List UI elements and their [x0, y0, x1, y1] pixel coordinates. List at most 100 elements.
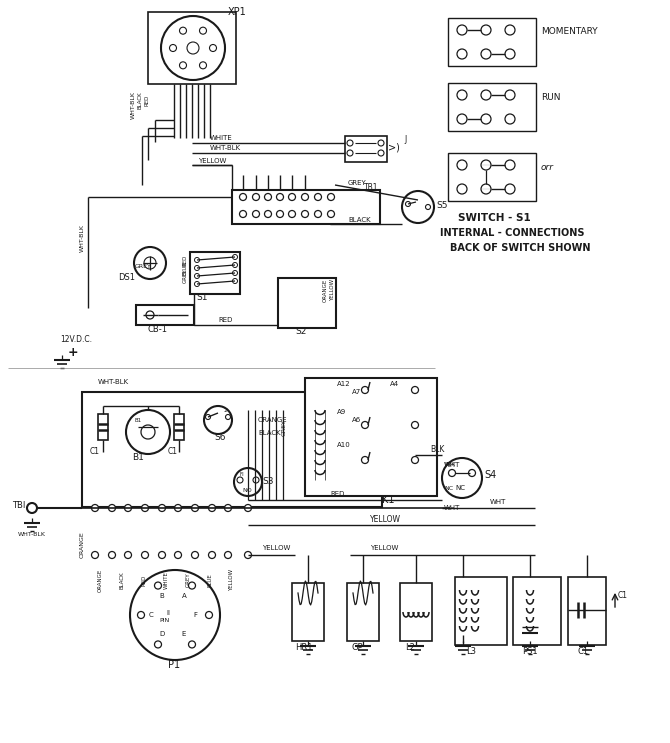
Text: B: B — [159, 593, 164, 599]
Circle shape — [302, 193, 308, 201]
Circle shape — [192, 504, 198, 511]
Circle shape — [302, 210, 308, 218]
Text: BLACK: BLACK — [348, 217, 371, 223]
Text: C1: C1 — [90, 447, 100, 456]
Circle shape — [468, 470, 476, 476]
Text: WHT-BLK: WHT-BLK — [210, 145, 241, 151]
Text: WHT-BLK: WHT-BLK — [80, 224, 84, 252]
Text: WHT-BLK: WHT-BLK — [18, 533, 46, 537]
Circle shape — [232, 255, 237, 259]
Text: PIN: PIN — [160, 617, 170, 623]
Circle shape — [194, 273, 200, 279]
Text: 2: 2 — [224, 407, 228, 412]
Circle shape — [411, 421, 419, 429]
Text: GREY: GREY — [348, 180, 366, 186]
Text: PS1: PS1 — [522, 646, 537, 655]
Circle shape — [347, 150, 353, 156]
Text: +: + — [68, 345, 78, 359]
Circle shape — [208, 504, 216, 511]
Text: RUN: RUN — [541, 92, 561, 102]
Circle shape — [109, 551, 115, 559]
Circle shape — [289, 193, 295, 201]
Text: S2: S2 — [295, 328, 306, 337]
Text: C1: C1 — [168, 447, 178, 456]
Text: C: C — [149, 612, 153, 618]
Circle shape — [347, 140, 353, 146]
Circle shape — [170, 45, 176, 51]
Text: BLACK: BLACK — [137, 91, 143, 108]
Circle shape — [457, 114, 467, 124]
Circle shape — [194, 258, 200, 262]
Circle shape — [277, 210, 283, 218]
Circle shape — [126, 410, 170, 454]
Circle shape — [378, 150, 384, 156]
Circle shape — [362, 456, 368, 464]
Circle shape — [134, 247, 166, 279]
Circle shape — [208, 551, 216, 559]
Circle shape — [174, 504, 182, 511]
Text: RED: RED — [218, 317, 232, 323]
Text: NC: NC — [455, 485, 465, 491]
Text: WHITE: WHITE — [163, 571, 168, 589]
Bar — [136, 305, 194, 325]
Text: MOMENTARY: MOMENTARY — [541, 27, 598, 36]
Text: ORANGE: ORANGE — [98, 568, 103, 591]
Circle shape — [265, 193, 271, 201]
Text: WHT: WHT — [490, 499, 507, 505]
Bar — [278, 278, 336, 328]
Text: S4: S4 — [484, 470, 496, 480]
Circle shape — [481, 160, 491, 170]
Circle shape — [253, 477, 259, 483]
Circle shape — [155, 582, 161, 589]
Text: K1: K1 — [382, 495, 395, 505]
Circle shape — [505, 160, 515, 170]
Circle shape — [192, 551, 198, 559]
Text: J: J — [404, 135, 406, 144]
Text: B1: B1 — [132, 453, 144, 462]
Bar — [345, 136, 387, 162]
Circle shape — [194, 282, 200, 287]
Text: A9: A9 — [337, 409, 346, 415]
Text: WHT: WHT — [444, 462, 460, 468]
Circle shape — [505, 114, 515, 124]
Circle shape — [137, 611, 145, 618]
Circle shape — [253, 210, 259, 218]
Circle shape — [159, 504, 165, 511]
Circle shape — [505, 90, 515, 100]
Circle shape — [141, 551, 149, 559]
Circle shape — [194, 265, 200, 270]
Circle shape — [226, 415, 230, 420]
Circle shape — [405, 201, 411, 207]
Circle shape — [237, 477, 243, 483]
Circle shape — [265, 210, 271, 218]
Circle shape — [204, 406, 232, 434]
Bar — [455, 577, 507, 645]
Circle shape — [180, 62, 186, 69]
Circle shape — [206, 415, 210, 420]
Circle shape — [328, 210, 334, 218]
Circle shape — [92, 551, 98, 559]
Circle shape — [442, 458, 482, 498]
Circle shape — [481, 90, 491, 100]
Text: TB1: TB1 — [364, 184, 379, 192]
Circle shape — [130, 570, 220, 660]
Circle shape — [155, 641, 161, 648]
Circle shape — [180, 27, 186, 34]
Circle shape — [224, 551, 232, 559]
Circle shape — [239, 210, 247, 218]
Circle shape — [92, 504, 98, 511]
Circle shape — [27, 503, 37, 513]
Bar — [190, 252, 240, 294]
Text: YELLOW: YELLOW — [262, 545, 290, 551]
Text: ORANGE: ORANGE — [258, 417, 287, 423]
Text: >): >) — [388, 143, 400, 153]
Text: BRK: BRK — [445, 462, 456, 467]
Bar — [174, 414, 184, 440]
Circle shape — [224, 504, 232, 511]
Text: GREY: GREY — [186, 573, 190, 587]
Text: F: F — [193, 612, 197, 618]
Text: ORANGE: ORANGE — [80, 532, 84, 559]
Text: NO: NO — [242, 487, 252, 493]
Text: D: D — [159, 631, 165, 637]
Circle shape — [232, 279, 237, 284]
